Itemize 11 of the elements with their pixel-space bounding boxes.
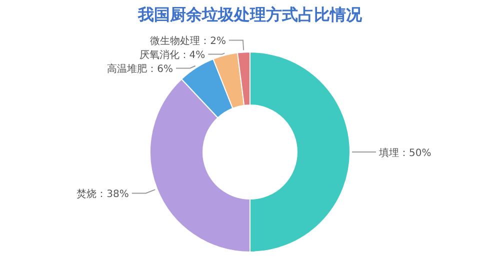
- data-label: ：50%: [399, 148, 432, 159]
- slice-label: 填埋: [378, 147, 399, 159]
- slice-label: 焚烧: [76, 188, 97, 200]
- data-label: ：4%: [179, 50, 206, 62]
- chart-title: 我国厨余垃圾处理方式占比情况: [137, 5, 363, 24]
- data-label: ：2%: [200, 36, 226, 48]
- slice-label: 高温堆肥: [107, 63, 148, 76]
- slice-label: 微生物处理: [150, 35, 200, 48]
- slice-label: 厌氧消化: [139, 49, 180, 62]
- data-label: ：6%: [147, 64, 173, 76]
- data-label: ：38%: [96, 189, 129, 200]
